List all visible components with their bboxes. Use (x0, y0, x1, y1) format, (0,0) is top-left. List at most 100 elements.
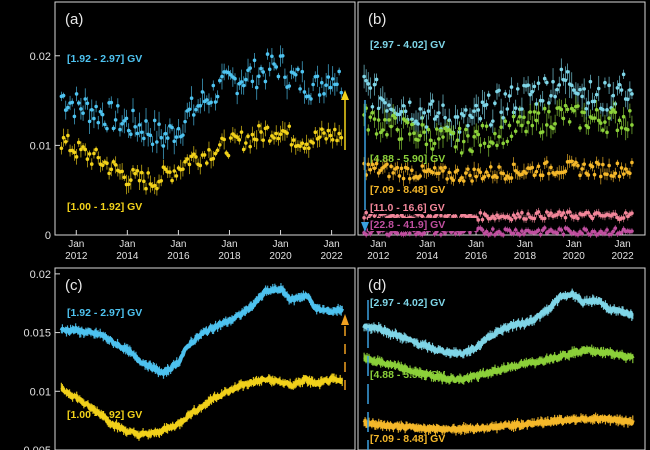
data-point (590, 216, 595, 221)
data-point (263, 79, 268, 84)
data-point (563, 169, 568, 173)
data-point (187, 107, 192, 112)
series-label-bg (368, 218, 477, 231)
data-point (611, 108, 616, 112)
data-point (453, 231, 458, 236)
data-point (520, 229, 524, 233)
data-point (532, 110, 537, 114)
data-point (391, 213, 395, 218)
data-point (505, 107, 510, 111)
data-point (603, 231, 607, 235)
data-point (397, 174, 402, 178)
data-point (553, 94, 557, 99)
data-point (76, 101, 81, 105)
data-point (213, 100, 218, 104)
data-point (594, 92, 599, 97)
data-point (480, 100, 485, 104)
data-point (79, 147, 83, 152)
data-point (194, 107, 198, 112)
data-point (418, 107, 422, 111)
data-point (412, 131, 416, 136)
data-point (157, 122, 161, 126)
data-point (239, 130, 244, 134)
data-point (468, 173, 472, 178)
data-point (542, 226, 547, 230)
data-point (94, 104, 98, 109)
data-point (389, 124, 393, 129)
data-point (368, 167, 373, 172)
data-point (250, 79, 255, 84)
data-point (555, 212, 559, 217)
data-point (317, 135, 322, 139)
data-point (407, 176, 412, 181)
data-point (495, 175, 499, 180)
data-point (584, 228, 589, 232)
data-point (497, 134, 501, 139)
data-point (410, 122, 414, 127)
data-point (571, 162, 576, 167)
data-point (368, 231, 373, 236)
x-tick-label-month: Jan (517, 239, 533, 250)
data-point (491, 119, 495, 123)
data-point (586, 125, 591, 130)
data-point (505, 139, 510, 144)
data-point (571, 108, 576, 113)
data-point (605, 108, 609, 112)
series-label: [7.09 - 8.48] GV (370, 184, 445, 196)
data-point (81, 111, 85, 115)
data-point (501, 233, 506, 237)
data-point (322, 131, 326, 135)
data-point (457, 126, 462, 131)
data-point (370, 162, 375, 167)
data-point (92, 116, 96, 121)
data-point (630, 160, 634, 165)
data-point (571, 88, 576, 92)
data-point (155, 186, 159, 191)
data-point (528, 92, 532, 97)
data-point (215, 94, 220, 99)
data-point (542, 76, 547, 81)
data-point (536, 164, 541, 169)
data-point (185, 157, 190, 161)
data-point (235, 135, 239, 139)
data-point (443, 165, 447, 170)
data-point (385, 132, 389, 137)
data-point (509, 176, 514, 180)
data-point (416, 122, 420, 126)
data-point (617, 174, 622, 179)
data-point (598, 121, 603, 125)
data-point (241, 147, 246, 152)
data-point (189, 96, 194, 101)
data-point (582, 87, 586, 91)
data-point (422, 231, 427, 235)
data-point (497, 165, 501, 169)
data-point (257, 74, 261, 79)
data-point (102, 122, 107, 127)
data-point (545, 80, 549, 85)
y-tick-label: 0.01 (30, 386, 51, 398)
panel-frame-3 (357, 267, 646, 450)
data-point (376, 106, 381, 111)
data-point (306, 146, 311, 151)
data-point (545, 160, 549, 164)
data-point (239, 80, 244, 84)
data-point (259, 66, 263, 71)
data-point (85, 157, 90, 161)
data-point (395, 214, 400, 218)
data-point (418, 174, 422, 178)
data-point (486, 173, 491, 178)
data-point (576, 104, 580, 108)
data-point (83, 147, 88, 152)
data-point (430, 147, 435, 151)
data-point (116, 103, 120, 108)
data-point (547, 101, 551, 105)
data-point (534, 102, 539, 106)
data-point (267, 67, 272, 72)
data-point (148, 133, 153, 138)
data-point (194, 155, 198, 159)
data-point (387, 103, 391, 107)
data-point (478, 143, 483, 148)
data-point (89, 162, 94, 166)
data-point (174, 174, 179, 178)
data-point (267, 139, 272, 143)
